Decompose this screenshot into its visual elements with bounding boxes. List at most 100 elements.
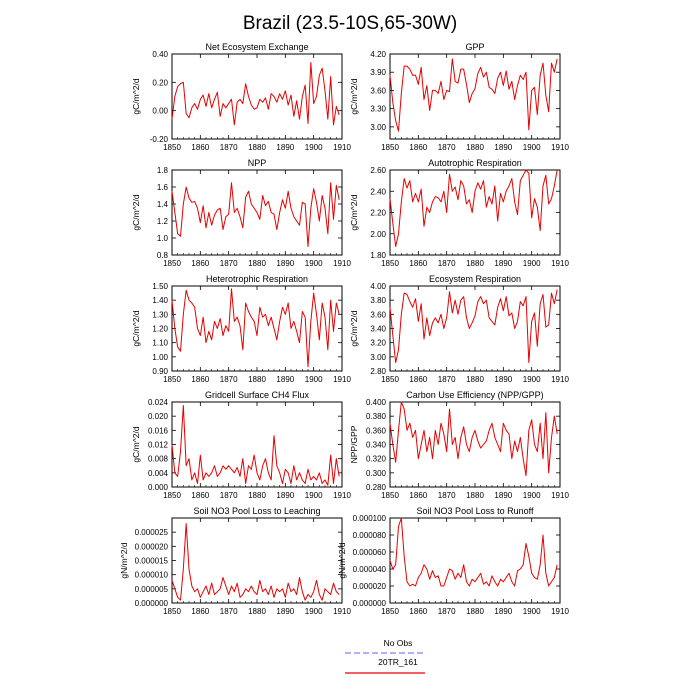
- y-axis-label: gC/m^2/d: [131, 78, 141, 114]
- y-tick-label: 1.50: [152, 282, 168, 291]
- y-tick-label: 2.00: [370, 230, 386, 239]
- chart-panel-3: Autotrophic Respiration 1850 1860 1870 1880 1…: [349, 158, 569, 268]
- y-tick-label: 3.60: [370, 86, 386, 95]
- y-axis-label: gC/m^2/d: [349, 310, 359, 346]
- x-tick-label: 1880: [248, 491, 266, 500]
- y-tick-label: 0.320: [366, 455, 387, 464]
- x-tick-label: 1910: [333, 259, 351, 268]
- y-tick-label: 0.340: [366, 441, 387, 450]
- y-tick-label: 1.4: [157, 200, 169, 209]
- y-tick-label: 0.000: [148, 483, 169, 492]
- y-tick-label: 2.80: [370, 367, 386, 376]
- x-tick-label: 1870: [220, 143, 238, 152]
- x-tick-label: 1850: [381, 143, 399, 152]
- y-tick-label: 0.000000: [353, 599, 387, 608]
- x-tick-label: 1860: [409, 259, 427, 268]
- y-axis-label: gN/m^2/d: [337, 542, 347, 578]
- series-line-0: [389, 58, 558, 132]
- x-tick-label: 1870: [438, 375, 456, 384]
- panel-title: Net Ecosystem Exchange: [205, 42, 308, 52]
- chart-panel-7: Carbon Use Efficiency (NPP/GPP) 1850 1860 1…: [349, 390, 569, 500]
- y-tick-label: 2.40: [370, 187, 386, 196]
- y-tick-label: 3.80: [370, 296, 386, 305]
- y-axis-label: NPP/GPP: [349, 425, 359, 463]
- x-tick-label: 1900: [305, 607, 323, 616]
- panel-title: GPP: [465, 42, 484, 52]
- y-tick-label: 0.004: [148, 469, 169, 478]
- chart-panel-2: NPP 1850 1860 1870 1880 1890 1900 1910 0.8 1.0 1.2…: [131, 158, 351, 268]
- panel-title: Soil NO3 Pool Loss to Leaching: [193, 506, 320, 516]
- x-tick-label: 1850: [381, 607, 399, 616]
- x-tick-label: 1890: [276, 259, 294, 268]
- y-tick-label: 0.90: [152, 367, 168, 376]
- x-tick-label: 1860: [409, 491, 427, 500]
- y-tick-label: 0.00: [152, 107, 168, 116]
- y-tick-label: 1.30: [152, 310, 168, 319]
- y-tick-label: 0.008: [148, 455, 169, 464]
- y-tick-label: 0.380: [366, 412, 387, 421]
- y-tick-label: 0.280: [366, 483, 387, 492]
- series-line-0: [171, 288, 340, 368]
- series-line-0: [171, 62, 340, 126]
- x-tick-label: 1900: [523, 259, 541, 268]
- x-tick-label: 1900: [305, 143, 323, 152]
- chart-panel-9: Soil NO3 Pool Loss to Runoff 1850 1860 1870…: [337, 506, 569, 616]
- x-tick-label: 1860: [191, 259, 209, 268]
- y-tick-label: 3.00: [370, 123, 386, 132]
- series-line-0: [389, 169, 558, 247]
- x-tick-label: 1850: [163, 491, 181, 500]
- x-tick-label: 1880: [248, 143, 266, 152]
- chart-panel-8: Soil NO3 Pool Loss to Leaching 1850 1860 18…: [119, 506, 351, 616]
- x-tick-label: 1870: [220, 259, 238, 268]
- x-tick-label: 1880: [248, 607, 266, 616]
- y-tick-label: 0.000040: [353, 565, 387, 574]
- series-line-0: [389, 517, 558, 587]
- series-line-0: [389, 289, 558, 363]
- series-line-0: [171, 182, 340, 247]
- y-tick-label: 1.2: [157, 217, 169, 226]
- x-tick-label: 1870: [220, 375, 238, 384]
- series-line-0: [171, 405, 340, 486]
- legend-label-model: 20TR_161: [378, 657, 418, 667]
- y-tick-label: 3.00: [370, 353, 386, 362]
- legend: No Obs 20TR_161: [345, 638, 425, 674]
- x-tick-label: 1880: [466, 375, 484, 384]
- y-axis-label: gC/m^2/d: [349, 194, 359, 230]
- x-tick-label: 1890: [494, 259, 512, 268]
- y-axis-label: gN/m^2/d: [119, 542, 129, 578]
- y-tick-label: 4.00: [370, 282, 386, 291]
- x-tick-label: 1850: [163, 607, 181, 616]
- x-tick-label: 1900: [305, 259, 323, 268]
- x-tick-label: 1900: [305, 491, 323, 500]
- y-tick-label: 0.020: [148, 412, 169, 421]
- y-tick-label: 3.20: [370, 339, 386, 348]
- x-tick-label: 1860: [191, 607, 209, 616]
- y-tick-label: 4.20: [370, 50, 386, 59]
- x-tick-label: 1890: [494, 491, 512, 500]
- x-tick-label: 1910: [551, 259, 569, 268]
- x-tick-label: 1860: [409, 143, 427, 152]
- x-tick-label: 1860: [191, 491, 209, 500]
- x-tick-label: 1910: [551, 607, 569, 616]
- x-tick-label: 1870: [220, 491, 238, 500]
- y-tick-label: 1.8: [157, 166, 169, 175]
- y-tick-label: 0.000020: [135, 542, 169, 551]
- chart-panel-6: Gridcell Surface CH4 Flux 1850 1860 1870 188…: [131, 390, 351, 500]
- chart-panel-1: GPP 1850 1860 1870 1880 1890 1900 1910 3.00 3.30 3…: [349, 42, 569, 152]
- x-tick-label: 1910: [333, 607, 351, 616]
- x-tick-label: 1890: [494, 143, 512, 152]
- panel-title: Gridcell Surface CH4 Flux: [205, 390, 310, 400]
- plot-frame: [171, 401, 343, 488]
- y-tick-label: 2.20: [370, 209, 386, 218]
- y-tick-label: 1.00: [152, 353, 168, 362]
- y-tick-label: 1.80: [370, 251, 386, 260]
- x-tick-label: 1900: [523, 375, 541, 384]
- y-axis-label: gC/m^2/d: [131, 194, 141, 230]
- chart-panel-0: Net Ecosystem Exchange 1850 1860 1870 1880 18…: [131, 42, 351, 152]
- x-tick-label: 1860: [409, 607, 427, 616]
- x-tick-label: 1860: [409, 375, 427, 384]
- x-tick-label: 1860: [191, 143, 209, 152]
- x-tick-label: 1890: [276, 375, 294, 384]
- x-tick-label: 1880: [248, 375, 266, 384]
- x-tick-label: 1850: [381, 491, 399, 500]
